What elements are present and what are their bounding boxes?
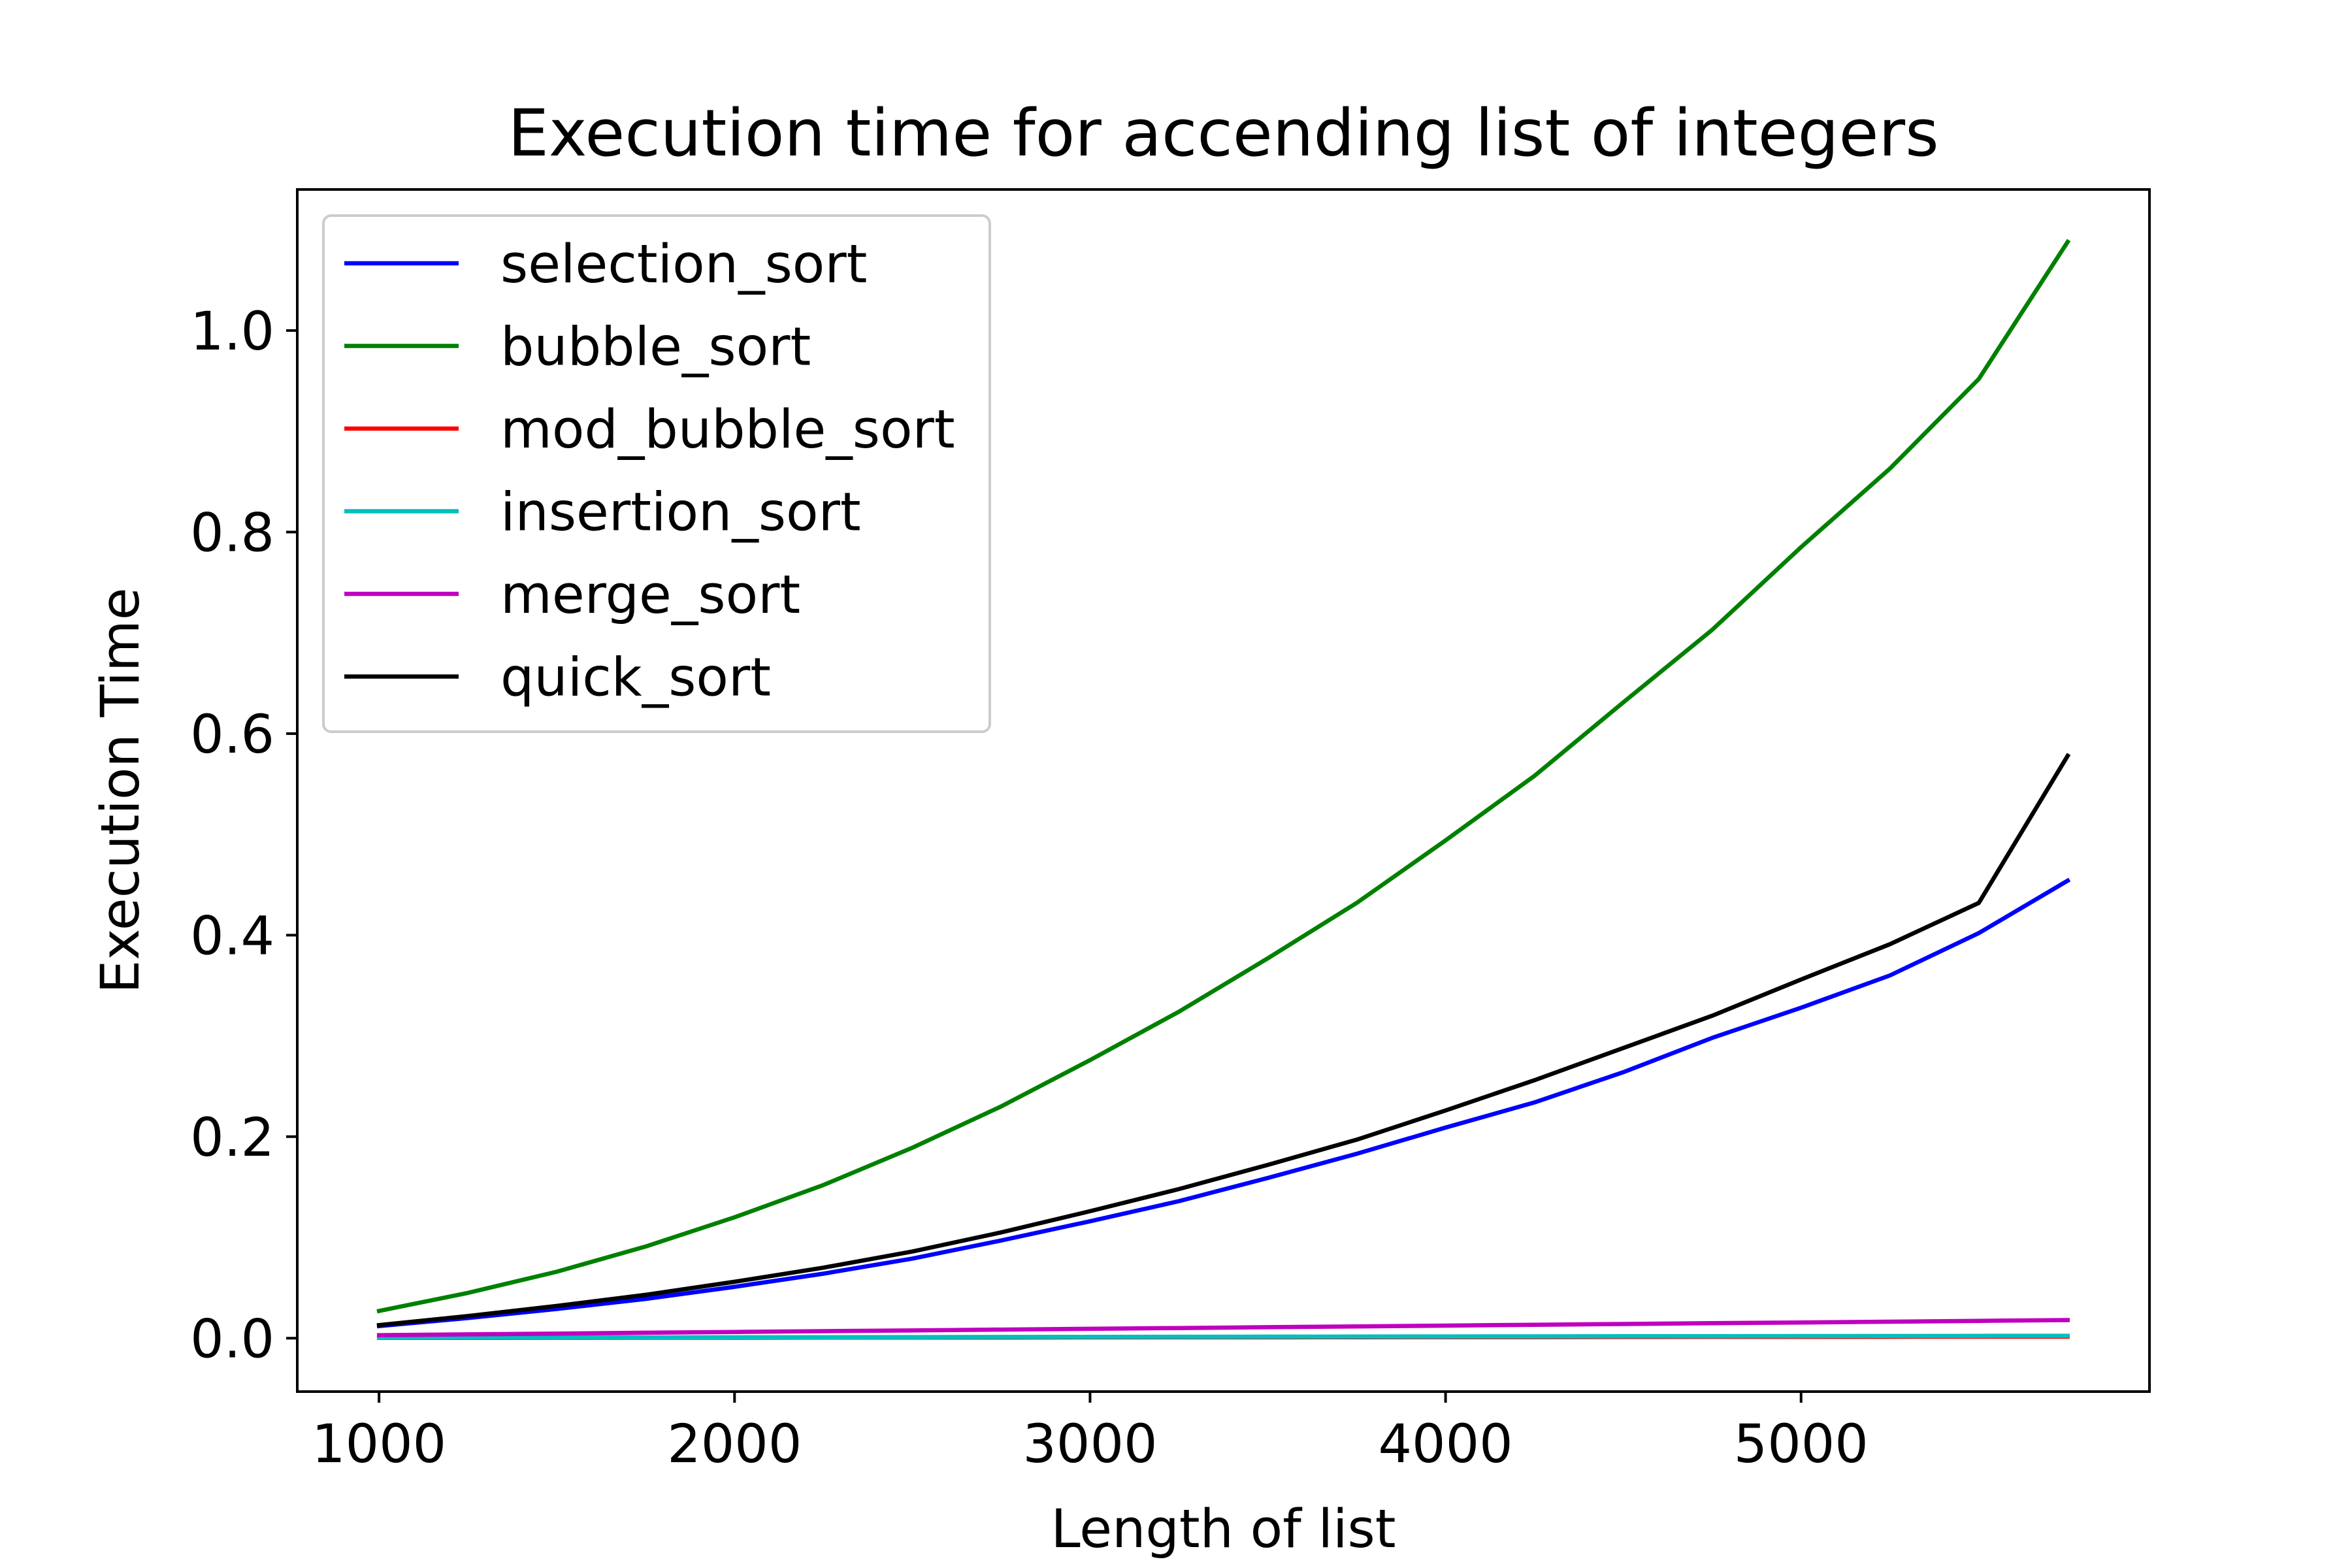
y-tick-label: 0.6 <box>190 704 274 766</box>
legend-label: merge_sort <box>500 564 800 626</box>
legend: selection_sort bubble_sort mod_bubble_sort… <box>322 214 991 733</box>
plot-area-frame <box>296 188 2151 1393</box>
y-tick-label: 0.0 <box>190 1309 274 1370</box>
legend-label: bubble_sort <box>500 317 811 378</box>
series-line-bubble-sort <box>376 238 2071 1314</box>
x-tick-label: 2000 <box>667 1414 802 1475</box>
series-line-insertion-sort <box>376 1333 2070 1340</box>
series-line-quick-sort <box>376 753 2071 1328</box>
y-axis-label: Execution Time <box>90 587 152 993</box>
legend-box <box>322 214 991 733</box>
legend-label: mod_bubble_sort <box>500 399 955 461</box>
chart-title: Execution time for accending list of int… <box>508 96 1938 171</box>
x-axis-label: Length of list <box>1051 1499 1396 1560</box>
y-axis-ticks: 0.0 0.2 0.4 0.6 0.8 1.0 <box>190 301 297 1370</box>
series-line-selection-sort <box>376 877 2071 1329</box>
x-tick-label: 3000 <box>1022 1414 1157 1475</box>
legend-label: insertion_sort <box>500 482 861 544</box>
x-tick-label: 5000 <box>1734 1414 1869 1475</box>
x-tick-label: 4000 <box>1379 1414 1513 1475</box>
x-tick-label: 1000 <box>312 1414 446 1475</box>
y-tick-label: 0.4 <box>190 906 274 967</box>
y-tick-label: 0.8 <box>190 502 274 564</box>
y-tick-label: 1.0 <box>190 301 274 363</box>
plot-lines <box>376 238 2071 1341</box>
legend-label: quick_sort <box>500 647 771 709</box>
y-tick-label: 0.2 <box>190 1107 274 1169</box>
x-axis-ticks: 1000 2000 3000 4000 5000 <box>312 1392 1869 1475</box>
series-line-merge-sort <box>376 1318 2070 1337</box>
legend-label: selection_sort <box>500 234 867 295</box>
